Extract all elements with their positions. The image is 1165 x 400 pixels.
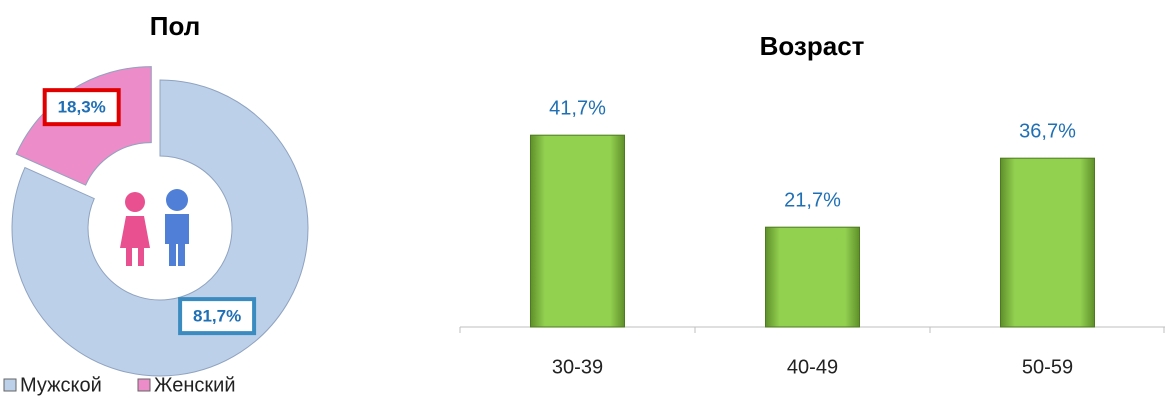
gender-icon	[120, 189, 189, 266]
value-label-box	[42, 88, 121, 127]
value-label: 36,7%	[1019, 120, 1076, 142]
value-label: 41,7%	[549, 97, 606, 119]
x-tick-label: 50-59	[1022, 356, 1073, 378]
x-tick-label: 40-49	[787, 356, 838, 378]
legend-label: Мужской	[20, 374, 102, 396]
value-label: 21,7%	[784, 189, 841, 211]
legend-label: Женский	[154, 374, 235, 396]
chart-title: Пол	[150, 11, 200, 41]
value-label-box	[178, 297, 257, 336]
legend-swatch	[3, 378, 17, 392]
bar	[530, 134, 625, 328]
legend-swatch	[137, 378, 151, 392]
value-label: 81,7%	[193, 307, 241, 326]
bar	[1000, 157, 1095, 328]
value-label: 18,3%	[58, 98, 106, 117]
bar	[765, 226, 860, 328]
x-tick-label: 30-39	[552, 356, 603, 378]
chart-title: Возраст	[760, 31, 865, 61]
